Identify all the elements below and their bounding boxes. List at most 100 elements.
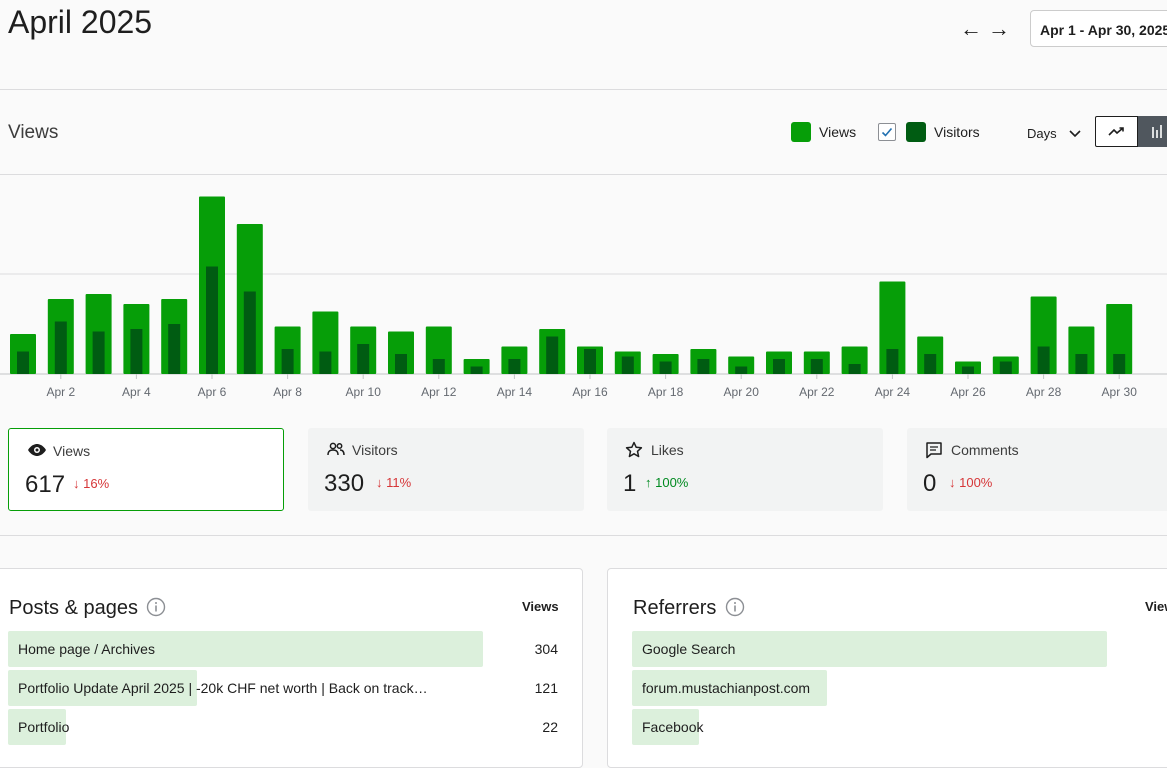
visitors-bar	[735, 366, 748, 374]
column-header-views: Views	[1145, 599, 1167, 614]
views-bar	[425, 326, 452, 374]
list-item-label[interactable]: Facebook	[642, 719, 704, 735]
star-icon	[625, 441, 643, 464]
arrow-left-icon[interactable]: ←	[960, 16, 982, 41]
visitors-bar	[773, 359, 785, 374]
posts-pages-panel: Posts & pages Views	[0, 568, 583, 768]
stat-label: Views	[53, 443, 91, 459]
x-tick-label: Apr 4	[122, 385, 151, 399]
visitors-bar	[848, 364, 861, 374]
visitors-legend-swatch	[906, 122, 926, 142]
date-range-picker[interactable]: Apr 1 - Apr 30, 2025	[1030, 10, 1167, 47]
row-bar	[632, 670, 827, 706]
x-tick-label: Apr 28	[1026, 385, 1062, 399]
x-tick-label: Apr 24	[875, 385, 911, 399]
stat-change: ↓ 11%	[376, 475, 412, 490]
x-tick-label: Apr 2	[46, 385, 75, 399]
visitors-bar	[395, 354, 407, 374]
row-bar	[632, 631, 1107, 667]
views-legend-label: Views	[819, 124, 857, 140]
list-item-label[interactable]: forum.mustachianpost.com	[642, 680, 811, 696]
check-icon	[881, 127, 893, 137]
visitors-bar	[508, 359, 521, 374]
visitors-bar	[470, 366, 483, 374]
visitors-bar	[546, 336, 559, 374]
panel-title: Referrers	[633, 597, 717, 619]
period-select[interactable]: Days	[1027, 126, 1057, 141]
eye-icon	[27, 442, 47, 463]
views-bar	[841, 346, 868, 374]
stat-change: ↓ 16%	[73, 476, 110, 491]
stat-card-likes[interactable]: Likes 1 ↑ 100%	[607, 428, 883, 511]
stat-card-comments[interactable]: Comments 0 ↓ 100%	[907, 428, 1167, 511]
visitors-bar	[810, 359, 823, 374]
line-chart-toggle[interactable]	[1095, 116, 1138, 147]
visitors-bar	[432, 359, 445, 374]
referrers-panel: Referrers Views	[607, 568, 1167, 768]
views-bar-chart: Apr 2 Apr 4 Apr 6 Apr 8 Apr 10 Apr 12 Apr 14 Ap…	[0, 196, 1167, 399]
list-item-label[interactable]: Portfolio Update April 2025 | -20k CHF n…	[18, 680, 428, 696]
list-item-label[interactable]: Home page / Archives	[18, 641, 155, 657]
visitors-bar	[697, 359, 710, 374]
trend-icon	[1108, 127, 1124, 136]
chevron-down-icon[interactable]	[1069, 124, 1081, 147]
stat-change: ↑ 100%	[645, 475, 689, 490]
visitors-bar	[584, 349, 596, 374]
chart-title: Views	[8, 122, 59, 143]
divider	[0, 535, 1167, 536]
comment-icon	[925, 441, 943, 464]
column-header-views: Views	[522, 599, 559, 614]
views-bar	[728, 356, 755, 374]
views-bar	[1068, 326, 1095, 374]
visitors-bar	[357, 344, 370, 374]
visitors-checkbox[interactable]	[878, 123, 896, 141]
row-bar	[8, 670, 198, 706]
stat-label: Visitors	[352, 442, 398, 458]
x-tick-label: Apr 6	[198, 385, 227, 399]
visitors-bar	[130, 329, 143, 374]
visitors-bar	[621, 356, 634, 374]
stat-label: Likes	[651, 442, 684, 458]
visitors-bar	[17, 351, 29, 374]
stat-value: 0	[923, 470, 937, 497]
list-item-label[interactable]: Google Search	[642, 641, 736, 657]
stat-value: 1	[623, 470, 637, 497]
list-item-label[interactable]: Portfolio	[18, 719, 70, 735]
stat-card-visitors[interactable]: Visitors 330 ↓ 11%	[308, 428, 584, 511]
bar-chart-icon	[1152, 125, 1162, 138]
x-tick-label: Apr 12	[421, 385, 457, 399]
info-icon[interactable]	[725, 597, 745, 622]
panel-title: Posts & pages	[9, 597, 138, 619]
divider	[0, 174, 1167, 175]
visitors-bar	[999, 361, 1012, 374]
views-bar	[1030, 296, 1057, 374]
x-tick-label: Apr 8	[273, 385, 302, 399]
stat-change: ↓ 100%	[949, 475, 993, 490]
bar-chart-toggle[interactable]	[1138, 116, 1167, 147]
visitors-bar	[1113, 354, 1126, 374]
visitors-bar	[962, 366, 974, 374]
visitors-legend-label: Visitors	[934, 124, 980, 140]
x-tick-label: Apr 16	[572, 385, 608, 399]
x-tick-label: Apr 22	[799, 385, 835, 399]
arrow-right-icon[interactable]: →	[988, 16, 1010, 41]
visitors-bar	[319, 351, 332, 374]
views-bar	[312, 311, 339, 374]
visitors-bar	[886, 349, 899, 374]
stat-card-views[interactable]: Views 617 ↓ 16%	[8, 428, 284, 511]
visitors-bar	[659, 361, 672, 374]
x-tick-label: Apr 10	[346, 385, 382, 399]
views-bar	[388, 331, 414, 374]
stat-value: 617	[25, 471, 66, 498]
visitors-bar	[281, 349, 294, 374]
list-item-value: 22	[542, 719, 558, 735]
views-legend-swatch	[791, 122, 811, 142]
visitors-bar	[243, 291, 256, 374]
visitors-bar	[92, 331, 105, 374]
people-icon	[326, 441, 346, 462]
info-icon[interactable]	[146, 597, 166, 622]
x-tick-label: Apr 14	[497, 385, 533, 399]
visitors-bar	[1037, 346, 1050, 374]
views-bar	[879, 281, 906, 374]
list-item-value: 121	[534, 680, 558, 696]
